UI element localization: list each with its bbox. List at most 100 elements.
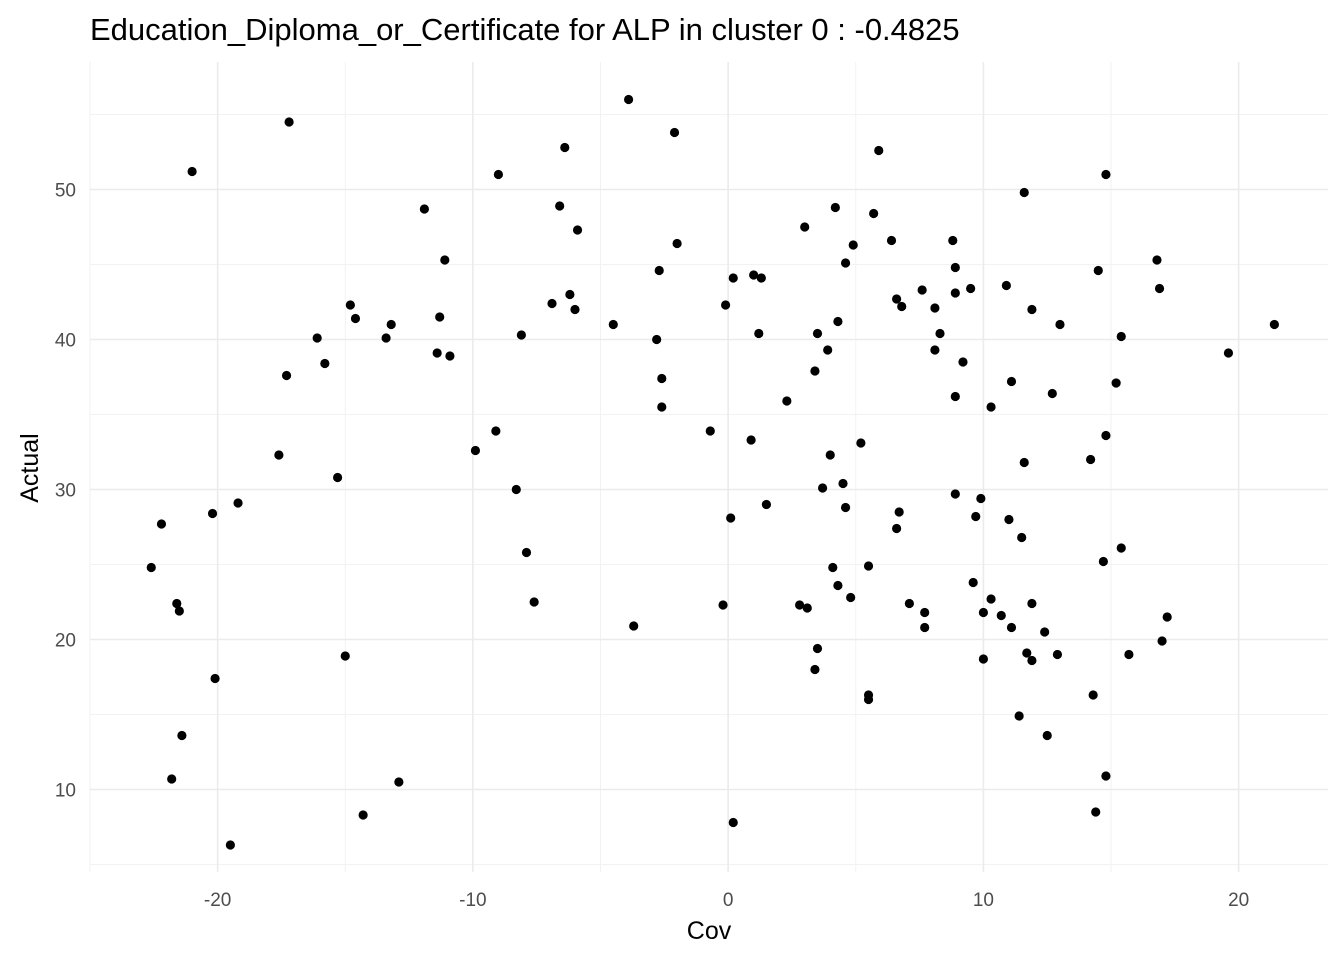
data-point (529, 597, 539, 607)
data-point (966, 283, 976, 294)
data-point (1269, 319, 1279, 330)
data-point (1088, 690, 1098, 700)
grid (89, 62, 1328, 872)
data-point (570, 304, 580, 315)
data-point (432, 348, 442, 358)
y-tick-label: 30 (55, 481, 76, 502)
data-point (718, 600, 728, 610)
data-point (572, 225, 583, 235)
y-tick-label: 40 (55, 331, 76, 352)
data-point (1014, 711, 1024, 721)
data-point (754, 328, 764, 339)
data-point (863, 561, 874, 571)
data-point (950, 489, 960, 499)
data-point (560, 142, 570, 153)
data-point (848, 240, 858, 250)
data-point (976, 493, 986, 504)
data-point (978, 607, 989, 618)
x-axis-title: Cov (687, 917, 732, 945)
data-point (950, 391, 960, 402)
data-point (669, 127, 680, 138)
data-point (817, 483, 828, 493)
data-point (756, 273, 766, 283)
data-point (284, 117, 294, 127)
data-point (419, 204, 429, 214)
data-point (1052, 649, 1063, 660)
data-point (869, 208, 879, 219)
data-points (146, 94, 1279, 850)
data-point (1006, 376, 1017, 387)
data-point (917, 285, 927, 295)
data-point (833, 580, 843, 591)
data-point (986, 594, 996, 604)
data-point (547, 298, 557, 309)
data-point (1040, 627, 1050, 637)
data-point (1101, 169, 1111, 180)
data-point (810, 366, 820, 376)
data-point (761, 499, 772, 510)
data-point (840, 502, 851, 513)
data-point (705, 426, 715, 436)
data-point (1027, 304, 1037, 315)
chart-title: Education_Diploma_or_Certificate for ALP… (90, 12, 960, 47)
y-axis-title: Actual (16, 433, 44, 502)
data-point (930, 303, 940, 313)
data-point (445, 351, 455, 361)
data-point (1223, 348, 1234, 358)
data-point (623, 94, 634, 105)
data-point (210, 673, 220, 684)
x-tick-label: -10 (459, 890, 486, 911)
data-point (1055, 319, 1065, 330)
data-point (1091, 807, 1101, 817)
data-point (187, 166, 197, 177)
data-point (516, 330, 526, 340)
data-point (830, 202, 840, 213)
data-point (825, 450, 835, 460)
data-point (1086, 454, 1096, 465)
data-point (1042, 730, 1052, 741)
data-point (1027, 598, 1037, 609)
data-point (1154, 283, 1165, 294)
data-point (968, 577, 978, 588)
data-point (172, 598, 182, 609)
x-axis-ticks: -20 -10 0 10 20 (204, 890, 1249, 911)
data-point (440, 255, 450, 265)
data-point (720, 300, 731, 310)
data-point (950, 262, 960, 273)
data-point (904, 598, 914, 609)
data-point (833, 316, 843, 327)
data-point (555, 201, 565, 211)
data-point (654, 265, 664, 276)
data-point (897, 301, 907, 312)
data-point (521, 547, 532, 558)
data-point (1124, 649, 1134, 660)
data-point (726, 513, 736, 523)
data-point (333, 472, 343, 483)
data-point (493, 169, 504, 180)
data-point (950, 288, 960, 298)
x-tick-label: -20 (204, 890, 231, 911)
data-point (892, 294, 902, 304)
x-tick-label: 10 (973, 890, 994, 911)
data-point (1111, 378, 1121, 388)
data-point (225, 840, 235, 850)
data-point (1116, 543, 1126, 553)
data-point (1093, 265, 1103, 276)
data-point (810, 664, 820, 675)
data-point (1101, 430, 1111, 441)
data-point (565, 289, 575, 300)
data-point (156, 519, 167, 529)
y-tick-label: 10 (55, 781, 76, 802)
data-point (1006, 622, 1017, 633)
data-point (996, 610, 1006, 621)
data-point (930, 345, 940, 355)
data-point (1019, 457, 1029, 468)
data-point (1162, 612, 1172, 622)
data-point (386, 319, 396, 330)
data-point (174, 606, 184, 616)
data-point (320, 358, 330, 369)
data-point (629, 621, 639, 631)
data-point (986, 402, 996, 412)
data-point (935, 328, 945, 339)
